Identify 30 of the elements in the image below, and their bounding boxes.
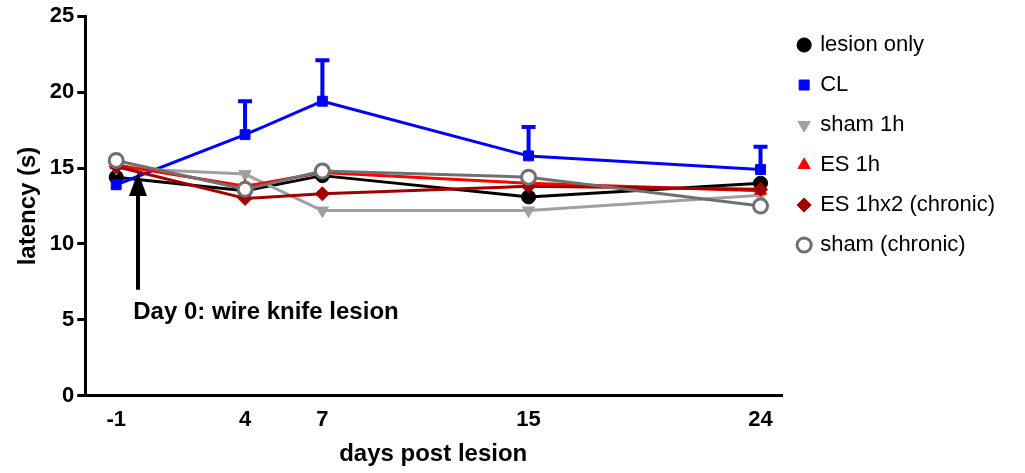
point — [239, 129, 251, 141]
point — [752, 197, 770, 215]
point — [520, 168, 538, 186]
point — [522, 206, 536, 219]
point — [110, 179, 122, 191]
legend-label: sham (chronic) — [820, 231, 966, 257]
annotation: Day 0: wire knife lesion — [133, 296, 399, 324]
y-tick-label: 10 — [49, 230, 75, 256]
point — [238, 170, 252, 182]
y-tick-label: 20 — [49, 78, 75, 104]
x-tick-label: 24 — [748, 406, 774, 432]
legend-label: ES 1h — [820, 151, 881, 177]
point — [107, 151, 125, 169]
y-tick-label: 25 — [49, 2, 75, 28]
x-tick-label: -1 — [106, 406, 126, 432]
legend-label: CL — [820, 71, 849, 97]
y-tick-label: 0 — [62, 381, 75, 407]
legend-label: ES 1hx2 (chronic) — [820, 191, 996, 217]
point — [521, 189, 537, 205]
x-tick-label: 15 — [516, 406, 541, 432]
legend-label: lesion only — [820, 31, 925, 57]
point — [315, 206, 329, 219]
y-axis-title: latency (s) — [13, 146, 41, 266]
x-tick-label: 4 — [238, 406, 252, 432]
legend-label: sham 1h — [820, 111, 905, 137]
y-tick-label: 5 — [62, 305, 75, 331]
y-tick-label: 15 — [49, 154, 75, 180]
point — [314, 186, 330, 202]
x-axis-title: days post lesion — [339, 439, 528, 467]
x-tick-label: 7 — [316, 406, 329, 432]
